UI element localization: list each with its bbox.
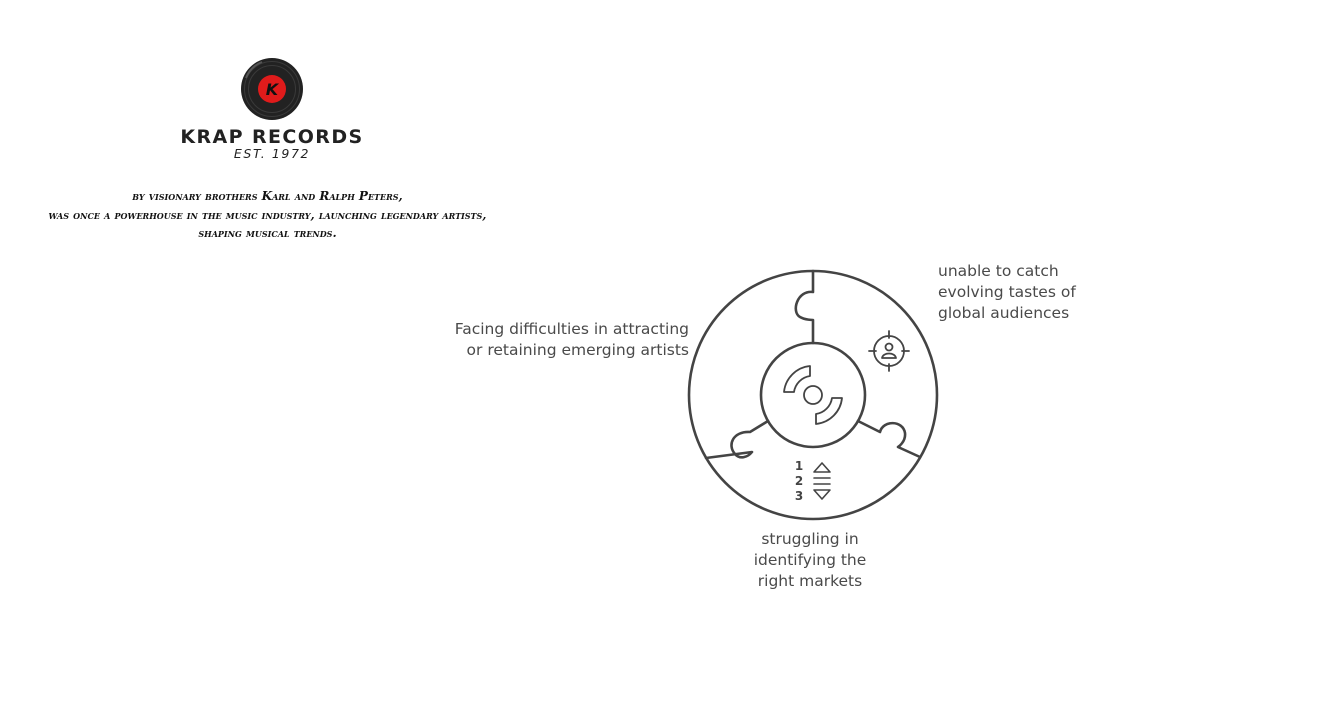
target-audience-icon <box>868 330 910 372</box>
vinyl-disc-icon <box>783 365 843 425</box>
label-global-audiences: unable to catch evolving tastes of globa… <box>938 261 1138 324</box>
outer-ring <box>687 269 939 521</box>
intro-line: by visionary brothers Karl and Ralph Pet… <box>132 189 403 203</box>
established-year: EST. 1972 <box>233 146 311 161</box>
label-line: Facing difficulties in attracting <box>454 320 689 338</box>
rank-number: 3 <box>794 489 804 503</box>
ranking-icon <box>813 462 831 500</box>
label-line: right markets <box>757 572 863 590</box>
intro-line: was once a powerhouse in the music indus… <box>48 207 487 222</box>
label-emerging-artists: Facing difficulties in attracting or ret… <box>400 319 689 361</box>
label-line: struggling in <box>761 530 859 548</box>
rank-number: 2 <box>794 474 804 488</box>
divider-top <box>794 269 815 345</box>
logo-letter: K <box>266 80 280 99</box>
intro-text: by visionary brothers Karl and Ralph Pet… <box>20 187 515 243</box>
label-line: unable to catch <box>938 262 1059 280</box>
rank-numbers: 1 2 3 <box>791 459 807 504</box>
label-line: global audiences <box>938 304 1070 322</box>
label-line: identifying the <box>753 551 867 569</box>
label-line: evolving tastes of <box>938 283 1076 301</box>
label-line: or retaining emerging artists <box>466 341 689 359</box>
inner-hub <box>759 341 867 449</box>
divider-right <box>856 419 922 459</box>
rank-number: 1 <box>794 459 804 473</box>
label-right-markets: struggling in identifying the right mark… <box>710 529 910 592</box>
brand-name: KRAP RECORDS <box>180 126 364 148</box>
intro-line: shaping musical trends. <box>198 226 337 240</box>
divider-left <box>704 419 770 460</box>
